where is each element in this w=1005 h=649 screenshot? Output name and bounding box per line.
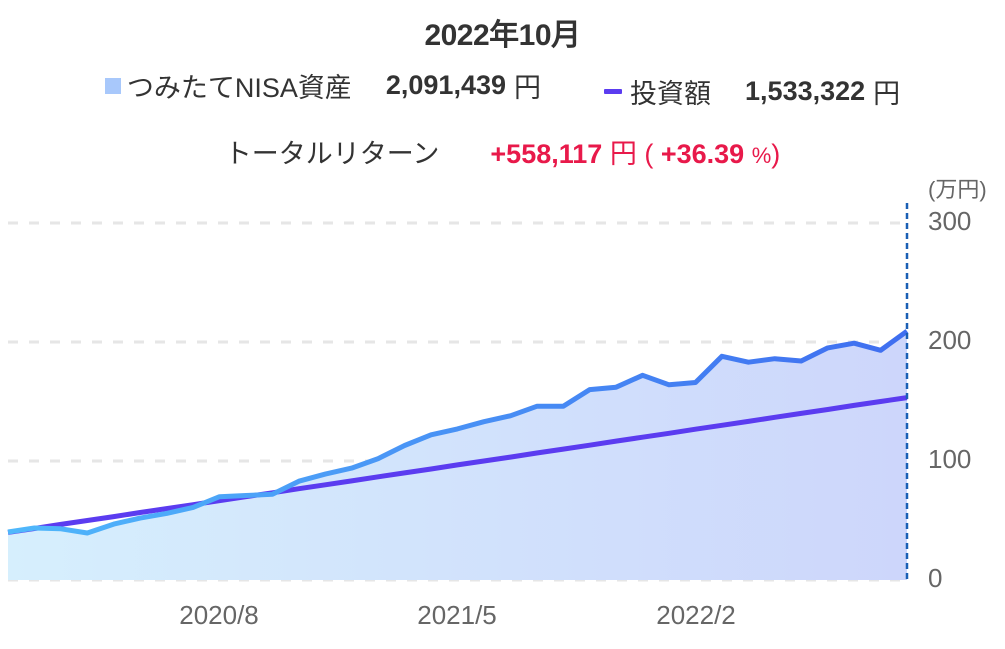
y-tick-0: 0 — [928, 563, 943, 593]
chart-title: 2022年10月 — [424, 19, 581, 52]
total-return-percent-sign: % — [751, 143, 772, 168]
investment-swatch-icon — [604, 88, 623, 94]
assets-area — [8, 331, 907, 580]
investment-unit: 円 — [873, 78, 901, 109]
total-return-unit: 円 — [609, 139, 637, 169]
investment-value: 1,533,322 — [745, 75, 866, 106]
legend-item-assets[interactable]: つみたてNISA資産 2,091,439 円 — [104, 66, 541, 105]
y-tick-200: 200 — [928, 325, 972, 355]
assets-value: 2,091,439 — [385, 70, 506, 100]
legend: つみたてNISA資産 2,091,439 円 投資額 1,533,322 円 — [0, 66, 1005, 111]
total-return: トータルリターン +558,117 円 ( +36.39 %) — [0, 132, 1005, 171]
total-return-close-paren: ) — [771, 139, 781, 169]
total-return-percent: +36.39 — [660, 139, 745, 169]
y-axis-unit: (万円) — [928, 177, 987, 202]
x-tick-2021-5: 2021/5 — [417, 600, 497, 630]
total-return-amount: +558,117 — [490, 139, 603, 169]
assets-unit: 円 — [514, 73, 541, 103]
investment-line — [7, 395, 908, 535]
investment-label: 投資額 — [630, 78, 712, 109]
x-tick-2022-2: 2022/2 — [656, 600, 736, 630]
y-tick-300: 300 — [928, 206, 972, 236]
legend-item-investment[interactable]: 投資額 1,533,322 円 — [604, 72, 900, 111]
total-return-open-paren: ( — [644, 139, 654, 169]
total-return-label: トータルリターン — [224, 139, 440, 169]
assets-label: つみたてNISA資産 — [126, 73, 352, 103]
x-tick-2020-8: 2020/8 — [179, 600, 259, 630]
assets-swatch-icon — [104, 77, 121, 94]
assets-line — [7, 329, 909, 536]
y-tick-100: 100 — [928, 444, 972, 474]
